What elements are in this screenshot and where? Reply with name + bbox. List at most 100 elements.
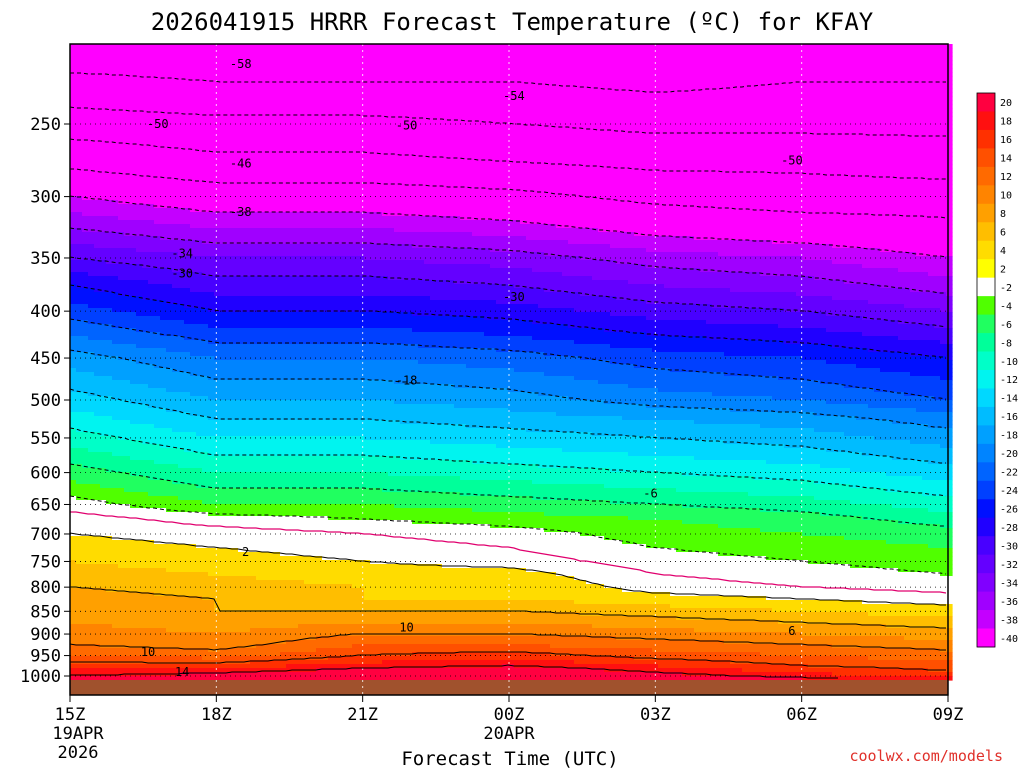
field-cell <box>820 52 827 57</box>
field-cell <box>448 48 455 53</box>
field-cell <box>76 144 83 149</box>
field-cell <box>418 164 425 169</box>
field-cell <box>334 52 341 57</box>
field-cell <box>184 84 191 89</box>
field-cell <box>178 52 185 57</box>
field-cell <box>712 96 719 101</box>
field-cell <box>832 136 839 141</box>
field-cell <box>556 76 563 81</box>
field-cell <box>496 68 503 73</box>
field-cell <box>394 148 401 153</box>
field-cell <box>532 100 539 105</box>
field-cell <box>910 48 917 53</box>
field-cell <box>562 80 569 85</box>
field-cell <box>844 56 851 61</box>
field-cell <box>316 136 323 141</box>
field-cell <box>742 96 749 101</box>
field-cell <box>502 128 509 133</box>
field-cell <box>778 148 785 153</box>
field-cell <box>238 128 245 133</box>
field-cell <box>106 84 113 89</box>
field-cell <box>466 100 473 105</box>
field-cell <box>778 176 785 181</box>
field-cell <box>442 108 449 113</box>
field-cell <box>268 156 275 161</box>
field-cell <box>772 144 779 149</box>
field-cell <box>670 84 677 89</box>
field-cell <box>898 144 905 149</box>
field-cell <box>316 144 323 149</box>
field-cell <box>538 64 545 69</box>
field-cell <box>730 108 737 113</box>
field-cell <box>688 140 695 145</box>
field-cell <box>514 60 521 65</box>
field-cell <box>694 156 701 161</box>
field-cell <box>376 128 383 133</box>
field-cell <box>568 120 575 125</box>
field-cell <box>622 132 629 137</box>
field-cell <box>532 52 539 57</box>
field-cell <box>814 116 821 121</box>
field-cell <box>298 140 305 145</box>
field-cell <box>556 128 563 133</box>
field-cell <box>100 48 107 53</box>
field-cell <box>616 60 623 65</box>
field-cell <box>592 100 599 105</box>
field-cell <box>850 136 857 141</box>
field-cell <box>712 136 719 141</box>
field-cell <box>424 84 431 89</box>
field-cell <box>106 64 113 69</box>
field-cell <box>850 48 857 53</box>
field-cell <box>316 156 323 161</box>
field-cell <box>628 80 635 85</box>
field-cell <box>316 164 323 169</box>
field-cell <box>442 96 449 101</box>
field-cell <box>460 148 467 153</box>
field-cell <box>382 176 389 181</box>
field-cell <box>718 160 725 165</box>
field-cell <box>880 52 887 57</box>
field-cell <box>286 52 293 57</box>
field-cell <box>790 104 797 109</box>
field-cell <box>232 128 239 133</box>
field-cell <box>898 116 905 121</box>
field-cell <box>196 172 203 177</box>
field-cell <box>928 128 935 133</box>
field-cell <box>442 124 449 129</box>
field-cell <box>442 160 449 165</box>
field-cell <box>568 132 575 137</box>
field-cell <box>724 128 731 133</box>
field-cell <box>862 128 869 133</box>
field-cell <box>262 124 269 129</box>
field-cell <box>358 156 365 161</box>
field-cell <box>706 76 713 81</box>
field-cell <box>808 52 815 57</box>
field-cell <box>286 92 293 97</box>
field-cell <box>868 112 875 117</box>
field-cell <box>940 68 947 73</box>
field-cell <box>268 112 275 117</box>
field-cell <box>220 104 227 109</box>
field-cell <box>304 96 311 101</box>
field-cell <box>394 104 401 109</box>
field-cell <box>880 72 887 77</box>
field-cell <box>850 148 857 153</box>
field-cell <box>352 116 359 121</box>
field-cell <box>556 140 563 145</box>
field-cell <box>142 156 149 161</box>
field-cell <box>922 152 929 157</box>
field-cell <box>502 60 509 65</box>
field-cell <box>946 100 953 105</box>
field-cell <box>880 160 887 165</box>
field-cell <box>670 76 677 81</box>
field-cell <box>154 52 161 57</box>
field-cell <box>718 48 725 53</box>
field-cell <box>472 68 479 73</box>
field-cell <box>472 96 479 101</box>
field-cell <box>946 72 953 77</box>
field-cell <box>292 72 299 77</box>
field-cell <box>130 168 137 173</box>
field-cell <box>886 124 893 129</box>
field-cell <box>880 124 887 129</box>
field-cell <box>898 108 905 113</box>
